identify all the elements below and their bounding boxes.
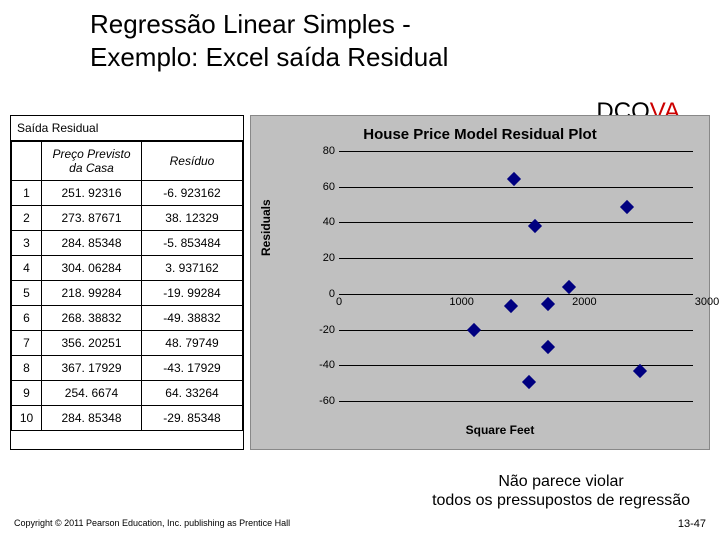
table-row: 9254. 667464. 33264 — [12, 381, 243, 406]
table-header-blank — [12, 142, 42, 181]
table-row: 10284. 85348-29. 85348 — [12, 406, 243, 431]
table-cell: 10 — [12, 406, 42, 431]
chart-title: House Price Model Residual Plot — [257, 126, 703, 143]
table-cell: 254. 6674 — [42, 381, 142, 406]
table-cell: 9 — [12, 381, 42, 406]
table-cell: -29. 85348 — [142, 406, 243, 431]
residual-table: Saída Residual Preço Previsto da Casa Re… — [10, 115, 244, 450]
table-title: Saída Residual — [11, 116, 243, 141]
table-cell: 251. 92316 — [42, 181, 142, 206]
table-cell: 367. 17929 — [42, 356, 142, 381]
chart-point — [467, 322, 481, 336]
chart-point — [507, 172, 521, 186]
table-row: 3284. 85348-5. 853484 — [12, 231, 243, 256]
chart-ytick: 60 — [307, 181, 335, 193]
chart-point — [540, 340, 554, 354]
chart-ytick: 20 — [307, 252, 335, 264]
chart-gridline — [339, 222, 693, 223]
table-cell: -43. 17929 — [142, 356, 243, 381]
slide-title: Regressão Linear Simples - Exemplo: Exce… — [0, 0, 720, 77]
table-cell: 356. 20251 — [42, 331, 142, 356]
table-row: 5218. 99284-19. 99284 — [12, 281, 243, 306]
page-number: 13-47 — [678, 518, 706, 530]
table-cell: 8 — [12, 356, 42, 381]
chart-gridline — [339, 187, 693, 188]
table-cell: 304. 06284 — [42, 256, 142, 281]
chart-point — [540, 297, 554, 311]
chart-gridline — [339, 401, 693, 402]
chart-legend-dash — [345, 401, 363, 402]
chart-gridline — [339, 294, 693, 295]
chart-point — [562, 280, 576, 294]
chart-xtick: 1000 — [449, 296, 473, 308]
table-cell: 5 — [12, 281, 42, 306]
chart-point — [528, 219, 542, 233]
table-cell: 4 — [12, 256, 42, 281]
table-cell: -19. 99284 — [142, 281, 243, 306]
chart-point — [522, 375, 536, 389]
chart-gridline — [339, 151, 693, 152]
caption-line-1: Não parece violar — [432, 472, 690, 491]
table-cell: 268. 38832 — [42, 306, 142, 331]
table-cell: 3 — [12, 231, 42, 256]
table-row: 4304. 062843. 937162 — [12, 256, 243, 281]
table-cell: 7 — [12, 331, 42, 356]
residual-chart: House Price Model Residual Plot Residual… — [250, 115, 710, 450]
table-row: 6268. 38832-49. 38832 — [12, 306, 243, 331]
table-cell: -49. 38832 — [142, 306, 243, 331]
table-cell: -5. 853484 — [142, 231, 243, 256]
chart-plot-area: -60-40-200204060800100020003000 — [309, 151, 693, 401]
table-row: 1251. 92316-6. 923162 — [12, 181, 243, 206]
title-line-2: Exemplo: Excel saída Residual — [90, 41, 720, 74]
chart-point — [620, 200, 634, 214]
table-cell: 284. 85348 — [42, 231, 142, 256]
table-header-pred: Preço Previsto da Casa — [42, 142, 142, 181]
title-line-1: Regressão Linear Simples - — [90, 8, 720, 41]
chart-gridline — [339, 258, 693, 259]
chart-xtick: 2000 — [572, 296, 596, 308]
table-cell: 38. 12329 — [142, 206, 243, 231]
table-header-row: Preço Previsto da Casa Resíduo — [12, 142, 243, 181]
slide-caption: Não parece violar todos os pressupostos … — [432, 472, 690, 510]
chart-ytick: 40 — [307, 216, 335, 228]
copyright-text: Copyright © 2011 Pearson Education, Inc.… — [14, 518, 290, 528]
chart-xtick: 3000 — [695, 296, 719, 308]
chart-ytick: -20 — [307, 324, 335, 336]
chart-ytick: 0 — [307, 288, 335, 300]
table-cell: 273. 87671 — [42, 206, 142, 231]
chart-xlabel: Square Feet — [297, 423, 703, 437]
chart-ytick: 80 — [307, 145, 335, 157]
chart-point — [504, 299, 518, 313]
chart-ytick: -40 — [307, 359, 335, 371]
table-cell: 6 — [12, 306, 42, 331]
caption-line-2: todos os pressupostos de regressão — [432, 491, 690, 510]
table-row: 8367. 17929-43. 17929 — [12, 356, 243, 381]
table-cell: -6. 923162 — [142, 181, 243, 206]
chart-gridline — [339, 330, 693, 331]
table-cell: 2 — [12, 206, 42, 231]
table-cell: 284. 85348 — [42, 406, 142, 431]
table-row: 2273. 8767138. 12329 — [12, 206, 243, 231]
chart-xtick: 0 — [336, 296, 342, 308]
table-cell: 1 — [12, 181, 42, 206]
chart-ytick: -60 — [307, 395, 335, 407]
table-cell: 218. 99284 — [42, 281, 142, 306]
table-row: 7356. 2025148. 79749 — [12, 331, 243, 356]
chart-ylabel: Residuals — [259, 199, 273, 256]
table-cell: 64. 33264 — [142, 381, 243, 406]
table-cell: 3. 937162 — [142, 256, 243, 281]
table-cell: 48. 79749 — [142, 331, 243, 356]
table-header-res: Resíduo — [142, 142, 243, 181]
